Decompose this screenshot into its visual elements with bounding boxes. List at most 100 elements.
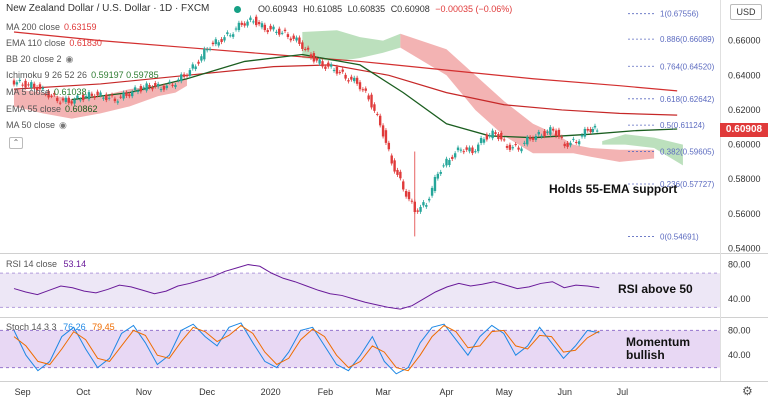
- legend-item-label: Ichimoku 9 26 52 26: [6, 70, 88, 80]
- candle-body: [335, 66, 339, 74]
- candle-body: [64, 97, 68, 102]
- candle-body: [148, 84, 151, 88]
- candle-body: [557, 129, 561, 137]
- legend-item-value: 0.61830: [69, 38, 102, 48]
- candle-body: [286, 34, 290, 38]
- stoch-y-tick: 40.00: [728, 350, 751, 360]
- y-tick-label: 0.58000: [728, 174, 761, 184]
- currency-button[interactable]: USD: [730, 4, 762, 20]
- legend-item[interactable]: MA 5 close 0.61038: [6, 87, 87, 98]
- candle-body: [102, 97, 105, 99]
- legend-item[interactable]: MA 200 close 0.63159: [6, 22, 97, 33]
- candle-body: [442, 165, 445, 167]
- candle-body: [364, 88, 367, 91]
- candle-body: [329, 64, 333, 67]
- candle-body: [586, 128, 589, 131]
- legend-item-label: BB 20 close 2: [6, 54, 62, 64]
- candle-body: [93, 95, 96, 98]
- candle-body: [234, 28, 238, 30]
- y-tick-label: 0.64000: [728, 70, 761, 80]
- candle-body: [384, 130, 388, 143]
- candle-body: [73, 99, 76, 104]
- ohlc-change: −0.00035 (−0.06%): [435, 4, 513, 14]
- candle-body: [84, 96, 88, 98]
- candle-body: [514, 144, 517, 146]
- candle-body: [370, 94, 373, 108]
- candle-body: [205, 49, 209, 51]
- candle-body: [223, 37, 226, 41]
- x-tick-label: Sep: [15, 387, 31, 397]
- candle-body: [116, 101, 119, 103]
- candle-body: [191, 64, 194, 69]
- candle-body: [315, 58, 318, 61]
- candle-body: [50, 95, 53, 97]
- candle-body: [145, 83, 148, 91]
- candle-body: [44, 94, 47, 96]
- candle-body: [298, 37, 301, 44]
- candle-body: [237, 22, 241, 31]
- candle-body: [393, 160, 396, 172]
- x-tick-label: Mar: [375, 387, 391, 397]
- candle-body: [508, 144, 512, 150]
- chart-title: New Zealand Dollar / U.S. Dollar · 1D · …: [6, 3, 210, 14]
- candle-body: [165, 85, 169, 89]
- candle-body: [220, 39, 223, 43]
- legend-item-value: 0.59197 0.59785: [91, 70, 159, 80]
- candle-body: [27, 84, 30, 86]
- candle-body: [396, 169, 399, 175]
- candle-body: [416, 210, 419, 212]
- candle-body: [451, 156, 454, 159]
- candle-body: [142, 87, 145, 89]
- candle-body: [353, 77, 356, 82]
- legend-item-label: MA 200 close: [6, 22, 61, 32]
- candle-body: [341, 69, 344, 72]
- rsi-y-tick: 80.00: [728, 260, 751, 270]
- candle-body: [47, 91, 50, 98]
- x-tick-label: Jun: [557, 387, 572, 397]
- candle-body: [304, 48, 307, 50]
- candle-body: [257, 22, 261, 25]
- candle-body: [180, 74, 183, 82]
- candle-body: [589, 129, 592, 133]
- candle-body: [203, 48, 206, 60]
- legend-item[interactable]: Ichimoku 9 26 52 26 0.59197 0.59785: [6, 70, 159, 81]
- candle-body: [301, 42, 304, 49]
- y-tick-label: 0.54000: [728, 244, 761, 254]
- candle-body: [537, 131, 540, 135]
- settings-gear-icon[interactable]: ⚙: [742, 384, 753, 398]
- legend-collapse-icon[interactable]: ⌃: [9, 137, 23, 149]
- candle-body: [436, 173, 440, 179]
- legend-item[interactable]: MA 50 close ◉: [6, 120, 67, 131]
- candle-body: [577, 141, 581, 145]
- candle-body: [255, 16, 258, 26]
- legend-item[interactable]: BB 20 close 2 ◉: [6, 54, 73, 65]
- candle-body: [240, 22, 243, 25]
- candle-body: [425, 205, 428, 207]
- candle-body: [133, 87, 137, 91]
- rsi-y-tick: 40.00: [728, 294, 751, 304]
- rsi-legend-value: 53.14: [63, 259, 87, 269]
- candle-body: [32, 83, 36, 88]
- candle-body: [292, 35, 295, 39]
- ichimoku-cloud-bullish: [602, 134, 683, 166]
- candle-body: [269, 25, 272, 30]
- candle-body: [67, 97, 70, 103]
- visibility-eye-icon[interactable]: ◉: [59, 120, 67, 130]
- candle-body: [35, 87, 39, 91]
- stoch-legend-label: Stoch 14 3 3: [6, 322, 57, 332]
- candle-body: [448, 160, 451, 166]
- legend-item[interactable]: EMA 55 close 0.60862: [6, 104, 98, 115]
- candle-body: [462, 151, 465, 153]
- rsi-legend-label: RSI 14 close: [6, 259, 58, 269]
- candle-body: [252, 21, 255, 23]
- candle-body: [502, 139, 506, 141]
- visibility-eye-icon[interactable]: ◉: [65, 54, 74, 64]
- candle-body: [113, 98, 117, 102]
- candle-body: [131, 91, 134, 97]
- candle-body: [505, 145, 509, 148]
- candle-body: [332, 69, 336, 71]
- legend-item[interactable]: EMA 110 close 0.61830: [6, 38, 102, 49]
- candle-body: [500, 132, 503, 140]
- candle-body: [407, 191, 411, 200]
